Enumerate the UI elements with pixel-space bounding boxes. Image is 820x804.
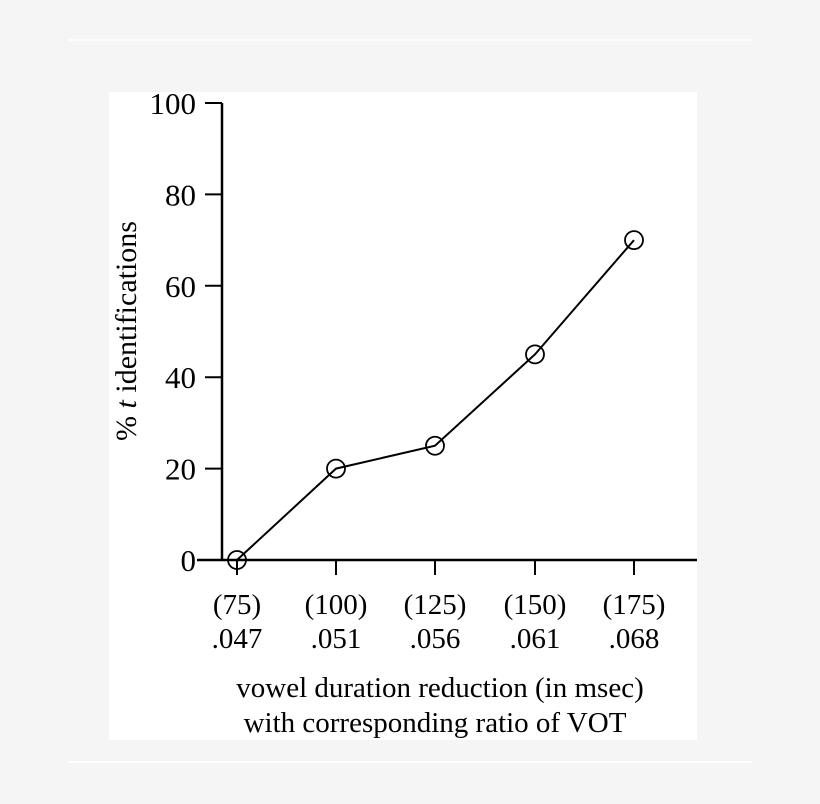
y-tick-label: 20 (165, 452, 196, 487)
y-label-prefix: % (110, 408, 143, 441)
y-tick-label: 40 (165, 360, 196, 395)
y-tick-label: 60 (165, 269, 196, 304)
x-tick-label-msec: (125) (404, 589, 467, 621)
x-tick-label-msec: (150) (504, 589, 567, 621)
x-tick-label-msec: (175) (603, 589, 666, 621)
data-point-marker (326, 458, 346, 479)
plot-panel (109, 92, 697, 740)
x-tick-label-ratio: .068 (609, 623, 660, 655)
x-tick-label-ratio: .056 (410, 623, 461, 655)
data-point-marker (624, 230, 644, 251)
y-tick-label: 0 (181, 543, 197, 578)
x-tick-label-msec: (75) (213, 589, 261, 621)
data-point-marker (425, 435, 445, 456)
y-axis-label: % t identifications (110, 221, 143, 441)
data-point-marker (525, 344, 545, 365)
series-line (236, 239, 635, 561)
y-tick-label: 100 (150, 86, 197, 121)
data-point-marker (227, 550, 247, 570)
y-label-variable: t (110, 399, 143, 408)
x-tick-label-msec: (100) (305, 589, 368, 621)
y-label-suffix: identifications (110, 221, 143, 400)
x-axis-label-line1: vowel duration reduction (in msec) (236, 672, 644, 704)
y-tick-label: 80 (165, 177, 196, 212)
x-tick-label-ratio: .047 (212, 623, 263, 655)
x-axis-label-line2: with corresponding ratio of VOT (244, 707, 627, 739)
x-tick-label-ratio: .051 (311, 623, 362, 655)
x-tick-label-ratio: .061 (510, 623, 561, 655)
